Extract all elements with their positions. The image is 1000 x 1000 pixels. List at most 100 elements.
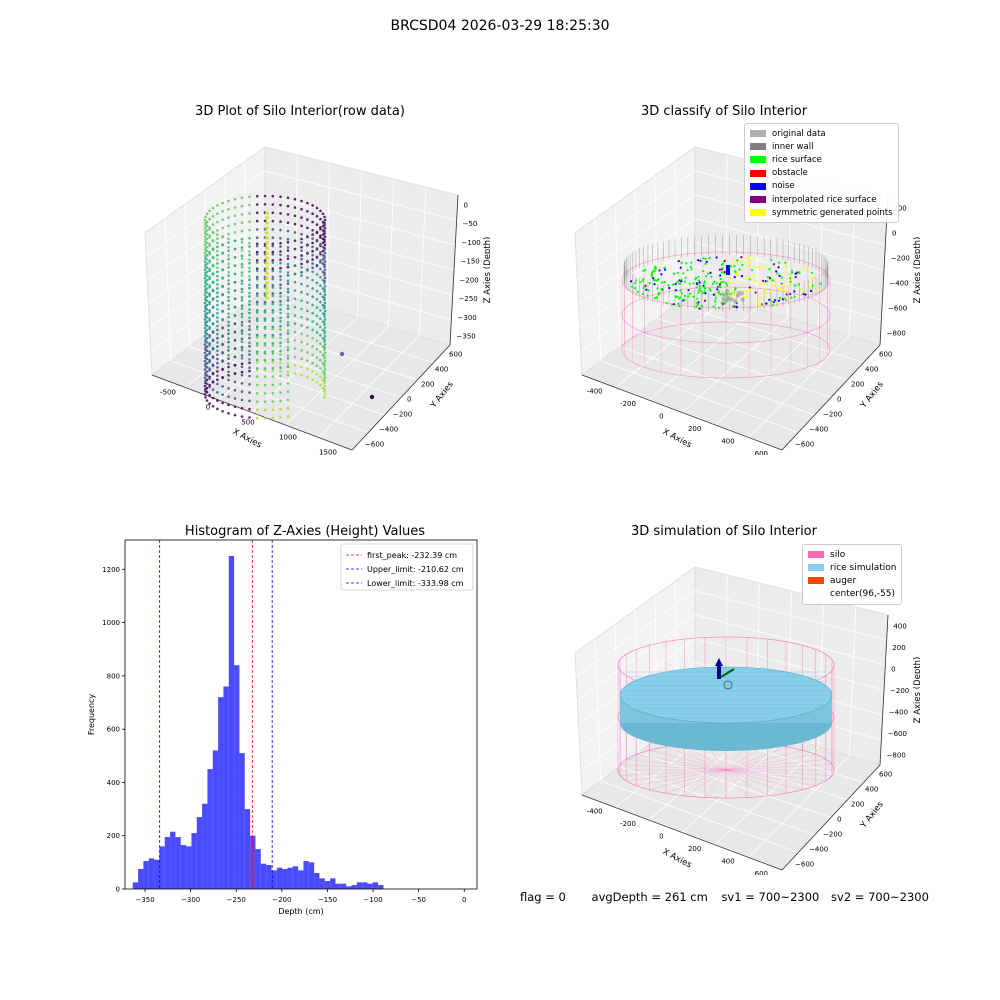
silo-floor-spoke xyxy=(725,769,816,786)
data-point xyxy=(216,308,219,311)
histogram-bar xyxy=(287,867,293,889)
data-point xyxy=(321,303,325,307)
data-point xyxy=(279,266,282,270)
data-point xyxy=(300,274,303,277)
data-point xyxy=(306,268,309,271)
surface-point xyxy=(777,266,780,269)
surface-point xyxy=(763,292,766,295)
data-point xyxy=(240,323,244,327)
data-point xyxy=(216,266,219,270)
data-point xyxy=(279,250,282,253)
data-point xyxy=(255,319,259,322)
data-point xyxy=(265,216,269,220)
histogram-bar xyxy=(260,863,267,889)
data-point xyxy=(323,248,326,252)
data-point xyxy=(286,362,290,366)
data-point xyxy=(263,317,267,320)
surface-point xyxy=(734,274,738,277)
data-point xyxy=(323,235,327,238)
surface-point xyxy=(730,294,733,297)
surface-point xyxy=(796,271,799,274)
surface-point xyxy=(720,302,723,305)
data-point xyxy=(221,334,224,338)
data-point xyxy=(216,241,219,245)
surface-point xyxy=(789,280,792,283)
data-point xyxy=(240,262,244,266)
surface-point xyxy=(725,284,729,287)
data-point xyxy=(248,195,251,199)
data-point xyxy=(279,341,282,345)
data-point xyxy=(271,275,275,279)
data-point xyxy=(263,367,267,370)
data-point xyxy=(227,357,230,360)
data-point xyxy=(248,266,251,270)
data-point xyxy=(323,365,326,368)
legend-label: original data xyxy=(772,128,826,139)
surface-point xyxy=(690,261,693,264)
data-point xyxy=(263,325,267,329)
surface-point xyxy=(770,258,773,261)
data-point xyxy=(263,417,267,420)
data-point xyxy=(279,261,282,265)
surface-point xyxy=(739,260,743,263)
data-point xyxy=(319,226,322,229)
data-point xyxy=(306,293,309,296)
y-axis-label: Frequency xyxy=(87,694,96,736)
data-point xyxy=(233,197,237,201)
data-point xyxy=(204,232,207,235)
surface-point xyxy=(698,307,701,310)
data-point xyxy=(255,344,259,347)
data-point xyxy=(240,321,244,324)
y-tick-label: 200 xyxy=(107,832,120,840)
data-point xyxy=(279,291,282,295)
data-point xyxy=(300,332,303,336)
data-point xyxy=(204,396,207,399)
data-point xyxy=(227,237,230,241)
original-point xyxy=(724,288,729,293)
data-point xyxy=(211,322,215,326)
y-tick-label: 1200 xyxy=(102,566,120,574)
data-point xyxy=(286,315,290,319)
data-point xyxy=(306,234,309,238)
data-point xyxy=(286,249,290,252)
data-point xyxy=(286,323,290,327)
original-point xyxy=(737,291,742,296)
silo-floor-spoke xyxy=(725,769,748,798)
surface-point xyxy=(713,280,716,283)
surface-point xyxy=(740,275,743,278)
y-tick-label: 0 xyxy=(837,816,841,824)
data-point xyxy=(271,267,275,270)
data-point xyxy=(315,215,319,218)
data-point xyxy=(286,238,290,241)
data-point xyxy=(227,224,230,228)
data-point xyxy=(233,206,237,209)
data-point xyxy=(306,259,309,263)
data-point xyxy=(323,343,327,346)
data-point xyxy=(306,301,309,304)
surface-point xyxy=(672,303,675,306)
data-point xyxy=(306,251,309,255)
surface-point xyxy=(705,260,708,263)
data-point xyxy=(323,285,327,288)
y-tick-label: −600 xyxy=(795,861,814,869)
data-point xyxy=(248,344,251,348)
data-point xyxy=(279,270,282,273)
data-point xyxy=(255,400,259,403)
surface-point xyxy=(748,288,751,291)
data-point xyxy=(227,378,230,382)
surface-point xyxy=(674,283,677,286)
data-point xyxy=(216,283,219,286)
data-point xyxy=(240,357,244,360)
surface-point xyxy=(655,279,658,282)
data-point xyxy=(321,262,325,265)
data-point xyxy=(216,374,219,377)
data-point xyxy=(286,279,290,283)
data-point xyxy=(321,312,325,315)
data-point xyxy=(271,319,275,322)
x-tick-label: -400 xyxy=(587,807,603,815)
data-point xyxy=(203,235,207,238)
surface-point xyxy=(811,284,814,287)
data-point xyxy=(286,415,290,418)
surface-point xyxy=(785,298,788,301)
data-point xyxy=(271,416,275,420)
